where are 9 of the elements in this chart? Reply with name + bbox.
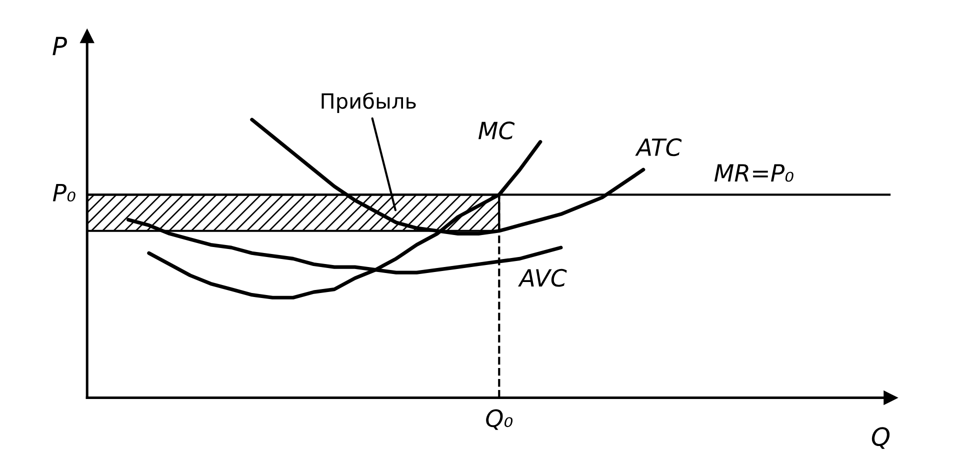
- series-label: AVC: [518, 268, 567, 287]
- x-axis-title: Q: [872, 427, 890, 449]
- text: Прибыль: [322, 92, 416, 113]
- ref-line-label: MR=P₀: [714, 164, 794, 182]
- text: Q₀: [486, 409, 513, 430]
- series-label: MC: [478, 122, 515, 140]
- series-label: ATC: [635, 138, 682, 156]
- text: P₀: [52, 184, 76, 202]
- y-axis-title: P: [52, 36, 67, 56]
